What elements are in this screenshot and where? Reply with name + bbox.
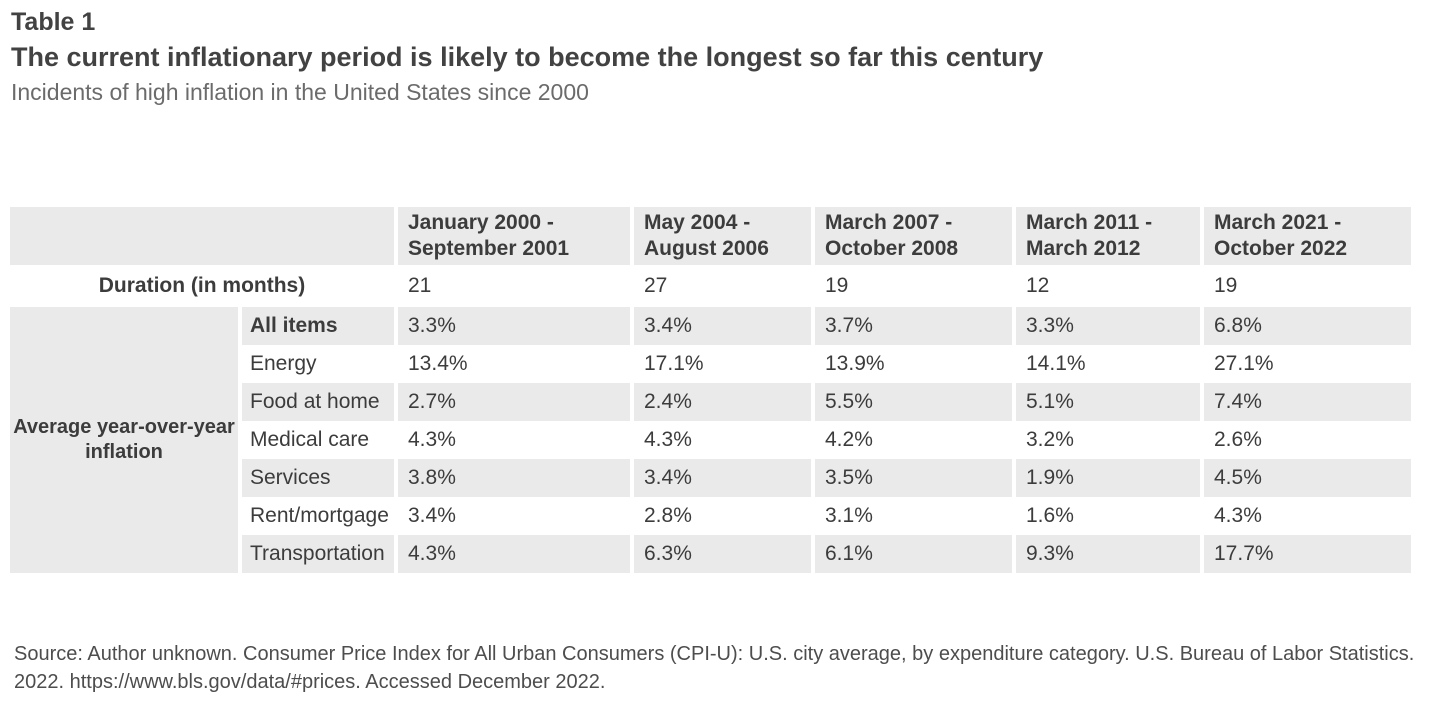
header-spacer-cell bbox=[10, 207, 394, 265]
value-cell: 6.1% bbox=[815, 535, 1012, 573]
table-row-services: Services 3.8% 3.4% 3.5% 1.9% 4.5% bbox=[10, 459, 1411, 497]
page-subtitle: Incidents of high inflation in the Unite… bbox=[11, 79, 589, 105]
row-label: Energy bbox=[250, 352, 317, 375]
value-cell: 3.1% bbox=[825, 504, 873, 527]
value-cell: 3.3% bbox=[398, 307, 630, 345]
value-cell: 3.3% bbox=[1016, 307, 1200, 345]
group-label-average-inflation: Average year-over-year inflation bbox=[10, 307, 238, 573]
page-title: The current inflationary period is likel… bbox=[11, 42, 1044, 72]
table-row-food-at-home: Food at home 2.7% 2.4% 5.5% 5.1% 7.4% bbox=[10, 383, 1411, 421]
row-label: Transportation bbox=[242, 535, 394, 573]
value-cell: 2.4% bbox=[634, 383, 811, 421]
value-cell: 3.2% bbox=[1026, 428, 1074, 451]
value-cell: 6.8% bbox=[1204, 307, 1411, 345]
value-cell: 3.4% bbox=[634, 307, 811, 345]
value-cell: 4.5% bbox=[1204, 459, 1411, 497]
value-cell: 13.4% bbox=[408, 352, 468, 375]
value-cell: 2.6% bbox=[1214, 428, 1262, 451]
table-row-medical-care: Medical care 4.3% 4.3% 4.2% 3.2% 2.6% bbox=[10, 421, 1411, 459]
value-cell: 1.9% bbox=[1016, 459, 1200, 497]
value-cell: 4.2% bbox=[825, 428, 873, 451]
value-cell: 3.8% bbox=[398, 459, 630, 497]
value-cell: 4.3% bbox=[644, 428, 692, 451]
value-cell: 5.5% bbox=[815, 383, 1012, 421]
column-header-period-2: May 2004 - August 2006 bbox=[634, 207, 811, 265]
value-cell: 7.4% bbox=[1204, 383, 1411, 421]
table-row-all-items: Average year-over-year inflation All ite… bbox=[10, 307, 1411, 573]
column-header-period-3: March 2007 - October 2008 bbox=[815, 207, 1012, 265]
row-label: Services bbox=[242, 459, 394, 497]
value-cell: 17.1% bbox=[644, 352, 704, 375]
value-cell: 3.4% bbox=[408, 504, 456, 527]
value-cell: 17.7% bbox=[1204, 535, 1411, 573]
value-cell: 27.1% bbox=[1214, 352, 1274, 375]
duration-value: 19 bbox=[1204, 265, 1411, 307]
value-cell: 2.7% bbox=[398, 383, 630, 421]
value-cell: 13.9% bbox=[825, 352, 885, 375]
duration-value: 19 bbox=[815, 265, 1012, 307]
table-header-row: January 2000 - September 2001 May 2004 -… bbox=[10, 207, 1411, 265]
duration-row-label: Duration (in months) bbox=[10, 265, 394, 307]
value-cell: 1.6% bbox=[1026, 504, 1074, 527]
value-cell: 3.5% bbox=[815, 459, 1012, 497]
value-cell: 3.4% bbox=[634, 459, 811, 497]
value-cell: 3.7% bbox=[815, 307, 1012, 345]
table-row-rent-mortgage: Rent/mortgage 3.4% 2.8% 3.1% 1.6% 4.3% bbox=[10, 497, 1411, 535]
row-label: Rent/mortgage bbox=[250, 504, 389, 527]
row-label: Medical care bbox=[250, 428, 370, 451]
value-cell: 4.3% bbox=[408, 428, 456, 451]
duration-value: 12 bbox=[1016, 265, 1200, 307]
duration-value: 21 bbox=[398, 265, 630, 307]
column-header-period-5: March 2021 - October 2022 bbox=[1204, 207, 1411, 265]
table-row-energy: Energy 13.4% 17.1% 13.9% 14.1% 27.1% bbox=[10, 345, 1411, 383]
table-number: Table 1 bbox=[11, 8, 96, 36]
duration-value: 27 bbox=[634, 265, 811, 307]
inflation-table: January 2000 - September 2001 May 2004 -… bbox=[6, 207, 1415, 573]
duration-row: Duration (in months) 21 27 19 12 19 bbox=[10, 265, 1411, 307]
row-label: All items bbox=[242, 307, 394, 345]
value-cell: 2.8% bbox=[644, 504, 692, 527]
column-header-period-1: January 2000 - September 2001 bbox=[398, 207, 630, 265]
row-label: Food at home bbox=[242, 383, 394, 421]
value-cell: 4.3% bbox=[398, 535, 630, 573]
value-cell: 6.3% bbox=[634, 535, 811, 573]
value-cell: 9.3% bbox=[1016, 535, 1200, 573]
table-row-transportation: Transportation 4.3% 6.3% 6.1% 9.3% 17.7% bbox=[10, 535, 1411, 573]
value-cell: 4.3% bbox=[1214, 504, 1262, 527]
value-cell: 14.1% bbox=[1026, 352, 1086, 375]
source-citation: Source: Author unknown. Consumer Price I… bbox=[14, 643, 1415, 693]
value-cell: 5.1% bbox=[1016, 383, 1200, 421]
column-header-period-4: March 2011 - March 2012 bbox=[1016, 207, 1200, 265]
